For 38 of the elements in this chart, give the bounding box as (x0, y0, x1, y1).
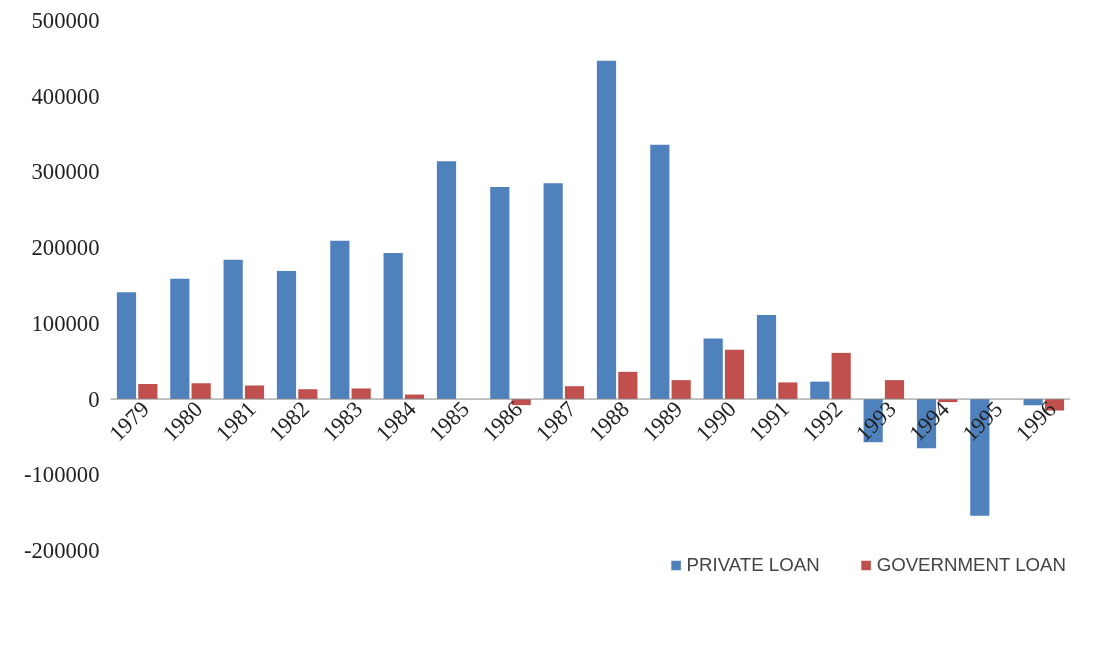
bar (756, 315, 777, 400)
bar (298, 389, 318, 400)
bar (884, 380, 905, 400)
bar (703, 338, 723, 400)
bar (618, 371, 638, 400)
y-tick-label: -100000 (23, 462, 100, 488)
bar (191, 383, 211, 400)
bar (116, 292, 137, 400)
bar (724, 349, 745, 400)
y-tick-label: -200000 (23, 538, 100, 563)
bar (778, 382, 798, 400)
bar (831, 352, 851, 400)
x-tick-label: 1991 (744, 396, 795, 447)
bar (671, 380, 691, 400)
y-tick-label: 100000 (31, 310, 100, 336)
bar (596, 60, 617, 400)
legend-label: GOVERNMENT LOAN (876, 554, 1066, 576)
bar (330, 240, 350, 400)
x-tick-label: 1981 (210, 396, 261, 447)
y-tick-label: 500000 (31, 8, 100, 33)
bar (810, 381, 830, 400)
y-tick-label: 400000 (31, 83, 100, 109)
bar (244, 385, 265, 400)
legend-label: PRIVATE LOAN (686, 554, 820, 576)
bar (436, 161, 457, 400)
bar (276, 271, 297, 400)
bar (170, 278, 190, 400)
bar (650, 144, 670, 400)
bar (351, 388, 371, 400)
bar (564, 386, 585, 400)
y-tick-label: 300000 (31, 159, 100, 185)
bar (138, 383, 158, 400)
bar (490, 187, 510, 400)
bar (383, 252, 403, 400)
bar (543, 183, 563, 400)
y-tick-label: 0 (88, 386, 100, 412)
bar (223, 259, 243, 400)
y-tick-label: 200000 (31, 235, 100, 261)
